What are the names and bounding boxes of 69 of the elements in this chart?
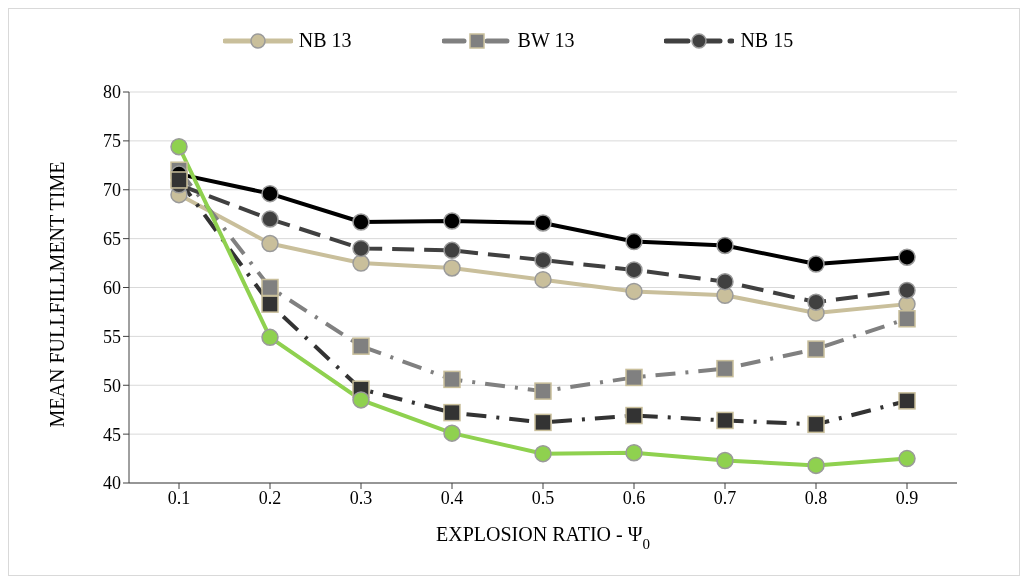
x-tick-label: 0.7 — [713, 487, 737, 508]
y-tick-label: 40 — [103, 473, 121, 494]
x-tick-label: 0.6 — [622, 487, 646, 508]
y-tick-label: 45 — [103, 424, 121, 445]
point — [898, 310, 916, 328]
point — [625, 282, 643, 301]
point — [716, 411, 734, 430]
point — [170, 171, 188, 189]
point — [807, 340, 825, 358]
y-tick-label: 70 — [103, 180, 121, 201]
point — [625, 443, 643, 462]
point — [352, 239, 370, 258]
point — [716, 451, 734, 470]
y-tick-label: 65 — [103, 229, 121, 250]
point — [261, 234, 279, 253]
point — [807, 255, 825, 273]
point — [261, 328, 279, 347]
y-tick-label: 50 — [103, 375, 121, 396]
point — [534, 444, 552, 463]
y-tick-label: 60 — [103, 277, 121, 298]
point — [352, 391, 370, 409]
x-tick-label: 0.8 — [804, 487, 828, 508]
point — [807, 456, 825, 475]
point — [534, 251, 552, 269]
point — [352, 254, 370, 272]
legend-label: BW 13 — [517, 29, 575, 52]
x-tick-label: 0.3 — [349, 487, 373, 508]
point — [898, 449, 916, 468]
x-tick-label: 0.2 — [258, 487, 282, 508]
point — [443, 403, 461, 422]
point — [534, 214, 552, 232]
point — [534, 413, 552, 432]
point — [807, 415, 825, 434]
point — [898, 392, 916, 410]
legend-label: NB 13 — [298, 29, 352, 52]
point — [716, 272, 734, 291]
y-tick-label: 80 — [103, 82, 121, 103]
y-axis-title: MEAN FULLFILLMENT TIME — [46, 161, 69, 428]
point — [443, 259, 461, 277]
x-tick-label: 0.4 — [440, 487, 464, 508]
point — [261, 295, 279, 313]
x-axis-title: EXPLOSION RATIO - Ψ$_{0}$ — [436, 523, 650, 552]
point — [352, 337, 370, 355]
point — [898, 281, 916, 300]
point — [898, 248, 916, 266]
point — [807, 293, 825, 311]
point — [443, 370, 461, 389]
point — [352, 213, 370, 231]
point — [625, 406, 643, 425]
x-tick-label: 0.9 — [895, 487, 919, 508]
x-tick-label: 0.1 — [167, 487, 191, 508]
y-tick-label: 75 — [103, 131, 121, 152]
point — [261, 278, 279, 297]
point — [534, 382, 552, 400]
point — [261, 184, 279, 203]
point — [443, 424, 461, 442]
point — [170, 137, 188, 156]
point — [443, 212, 461, 230]
point — [625, 261, 643, 279]
point — [716, 359, 734, 378]
point — [261, 210, 279, 228]
y-tick-label: 55 — [103, 326, 121, 347]
point — [625, 368, 643, 387]
point — [443, 241, 461, 260]
point — [625, 232, 643, 251]
x-tick-label: 0.5 — [531, 487, 555, 508]
legend-label: NB 15 — [740, 29, 794, 52]
point — [716, 236, 734, 255]
point — [534, 270, 552, 289]
